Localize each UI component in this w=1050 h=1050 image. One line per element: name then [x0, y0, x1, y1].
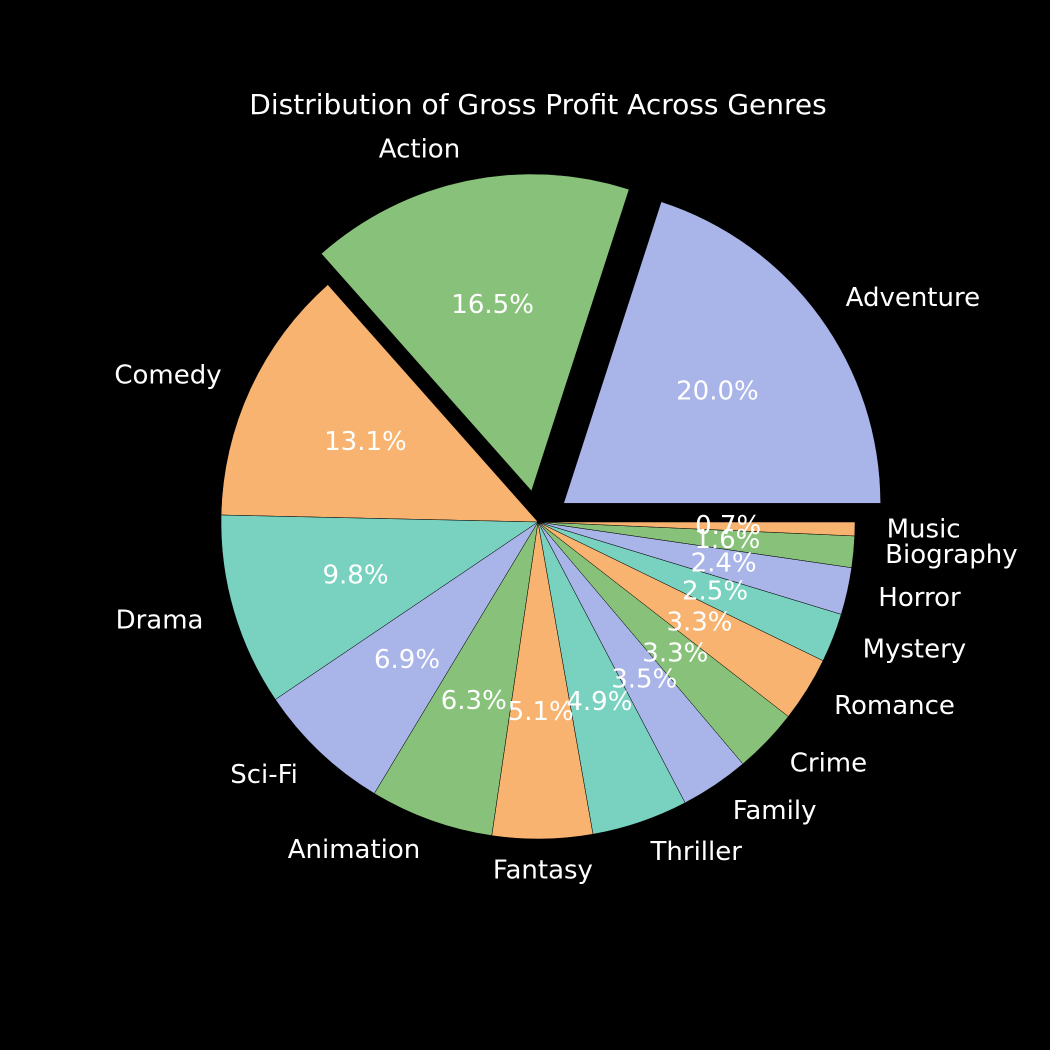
percent-mystery: 2.5% [682, 577, 748, 607]
label-animation: Animation [288, 835, 421, 865]
chart-title: Distribution of Gross Profit Across Genr… [249, 88, 826, 121]
percentage-labels: 20.0%16.5%13.1%9.8%6.9%6.3% 5.1%4.9%3.5%3… [323, 290, 762, 727]
label-comedy: Comedy [114, 360, 221, 390]
label-sci-fi: Sci-Fi [230, 760, 298, 790]
label-horror: Horror [878, 583, 961, 613]
label-fantasy: Fantasy [493, 856, 593, 886]
percent-horror: 2.4% [691, 549, 757, 579]
slice-action [320, 173, 630, 492]
label-biography: Biography [885, 540, 1017, 570]
pie-slices [220, 173, 881, 840]
label-drama: Drama [116, 605, 204, 635]
percent-thriller: 4.9% [566, 687, 632, 717]
percent-biography: 1.6% [694, 525, 760, 555]
category-labels: Adventure Action Comedy Drama Sci-Fi Animatio… [114, 135, 1017, 886]
percent-comedy: 13.1% [324, 427, 407, 457]
label-mystery: Mystery [863, 634, 967, 664]
label-crime: Crime [790, 748, 867, 778]
slice-adventure [563, 201, 881, 504]
label-family: Family [733, 796, 817, 826]
percent-family: 3.5% [611, 665, 677, 695]
slice-comedy [220, 284, 539, 523]
percent-animation: 6.3% [441, 686, 507, 716]
slice-drama [220, 514, 539, 700]
label-adventure: Adventure [846, 283, 980, 313]
label-romance: Romance [834, 691, 955, 721]
percent-adventure: 20.0% [676, 376, 759, 406]
percent-drama: 9.8% [323, 561, 389, 591]
label-thriller: Thriller [650, 837, 743, 867]
label-action: Action [379, 135, 460, 165]
label-music: Music [887, 515, 961, 545]
slice-sci-fi [275, 521, 539, 794]
percent-action: 16.5% [451, 290, 534, 320]
percent-romance: 3.3% [666, 607, 732, 637]
percent-sci-fi: 6.9% [374, 645, 440, 675]
slice-music [537, 521, 856, 537]
slice-animation [374, 521, 539, 836]
percent-crime: 3.3% [642, 639, 708, 669]
percent-fantasy: 5.1% [508, 697, 574, 727]
percent-music: 0.7% [695, 511, 761, 541]
